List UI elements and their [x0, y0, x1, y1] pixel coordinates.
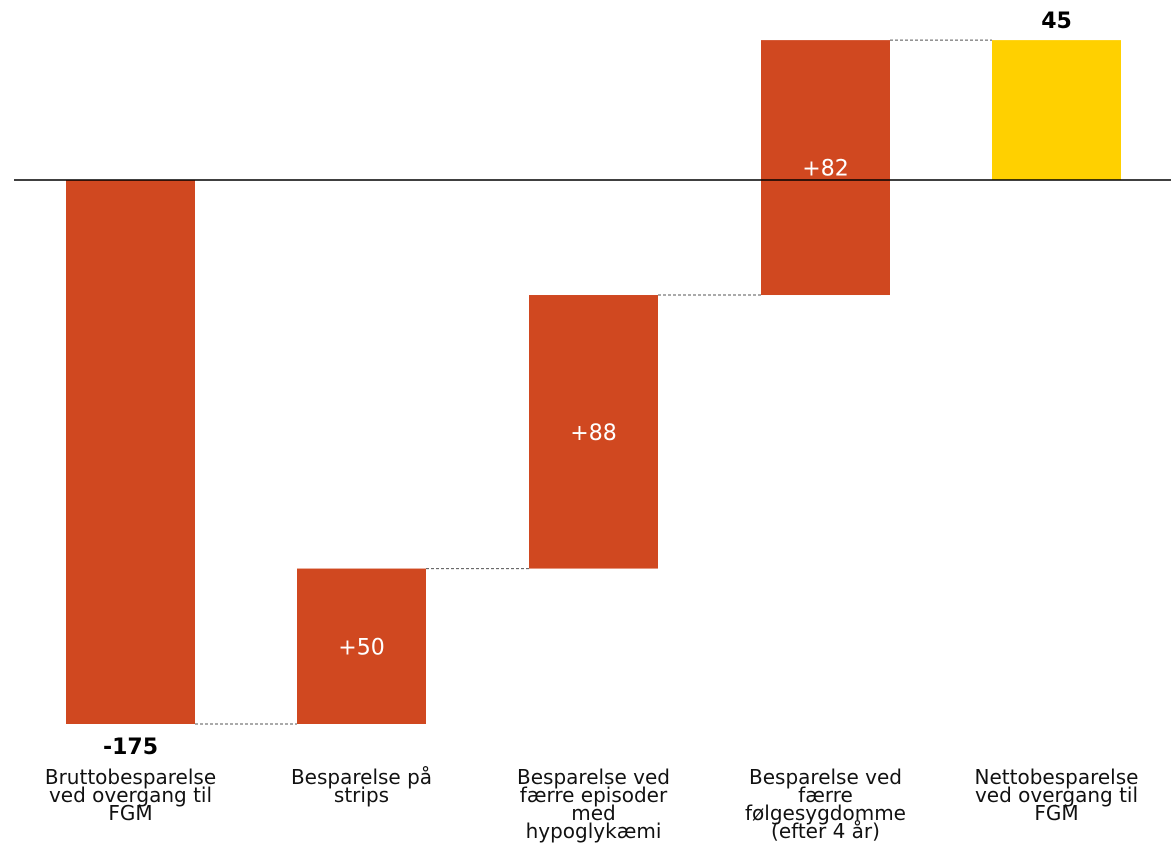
data-label-2: +50 [338, 635, 384, 660]
category-label-3: Besparelse ved færre episoder med hypogl… [517, 765, 670, 843]
bar-2 [297, 568, 426, 724]
bar-4 [761, 40, 890, 296]
data-label-3: +88 [570, 421, 616, 446]
category-label-1: Bruttobesparelse ved overgang til FGM [44, 765, 217, 825]
data-label-4: +82 [802, 157, 848, 182]
category-label-5: Nettobesparelse ved overgang til FGM [974, 765, 1139, 825]
bar-5 [992, 40, 1121, 180]
data-label-1: -175 [103, 735, 158, 760]
category-label-4: Besparelse ved færre følgesygdomme (efte… [745, 765, 906, 843]
bar-3 [529, 295, 658, 569]
category-label-2: Besparelse på strips [290, 765, 433, 807]
data-label-5: 45 [1041, 9, 1072, 34]
bar-1 [66, 180, 195, 724]
